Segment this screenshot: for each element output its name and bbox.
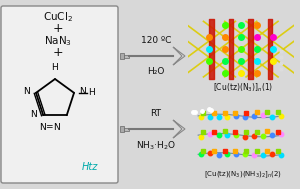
Text: N: N	[39, 122, 45, 132]
Text: [Cu(tz)(N$_3$)]$_n$(1): [Cu(tz)(N$_3$)]$_n$(1)	[213, 82, 273, 94]
Text: N: N	[79, 87, 86, 96]
Text: H: H	[88, 88, 95, 97]
Polygon shape	[173, 120, 185, 138]
Bar	[120, 53, 124, 59]
Text: H: H	[52, 63, 58, 72]
Text: RT: RT	[151, 109, 161, 118]
Text: =: =	[45, 122, 53, 132]
Bar	[120, 126, 124, 132]
Polygon shape	[173, 47, 185, 65]
Text: +: +	[53, 46, 63, 60]
Text: NH$_3$·H$_2$O: NH$_3$·H$_2$O	[136, 140, 176, 153]
Text: Htz: Htz	[82, 162, 98, 172]
Text: N: N	[31, 110, 37, 119]
Bar	[124, 128, 129, 130]
Bar	[124, 54, 129, 57]
Text: +: +	[53, 22, 63, 36]
Text: CuCl$_2$: CuCl$_2$	[43, 10, 73, 24]
Text: N: N	[52, 122, 59, 132]
Text: H₂O: H₂O	[147, 67, 165, 76]
Text: 120 ºC: 120 ºC	[141, 36, 171, 45]
FancyBboxPatch shape	[1, 6, 118, 183]
Text: [Cu(tz)(N$_3$)(NH$_3$)$_2$]$_n$(2): [Cu(tz)(N$_3$)(NH$_3$)$_2$]$_n$(2)	[204, 170, 282, 180]
Text: N: N	[23, 87, 30, 96]
Text: NaN$_3$: NaN$_3$	[44, 34, 72, 48]
